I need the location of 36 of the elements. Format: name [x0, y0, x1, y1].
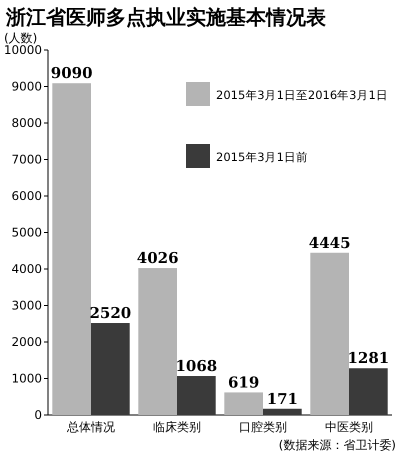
x-tick-label: 总体情况	[66, 420, 115, 434]
y-tick-label: 8000	[11, 116, 42, 130]
data-label: 1068	[175, 357, 218, 376]
bar	[263, 408, 302, 415]
x-tick-label: 口腔类别	[239, 420, 287, 434]
y-tick-label: 9000	[11, 80, 42, 94]
bar	[52, 83, 91, 415]
y-tick-label: 1000	[11, 372, 42, 386]
y-tick-label: 0	[34, 408, 42, 422]
y-tick-label: 7000	[11, 152, 42, 166]
y-tick-label: 10000	[4, 43, 42, 57]
y-axis-title: (人数)	[4, 31, 38, 45]
text: (数据来源：省卫计委)	[278, 438, 396, 452]
data-label: 4026	[136, 249, 179, 268]
data-label: 9090	[50, 64, 93, 82]
x-tick-label: 中医类别	[325, 420, 373, 434]
bar	[349, 368, 388, 415]
chart-title: 浙江省医师多点执业实施基本情况表	[5, 5, 326, 29]
data-label: 2520	[89, 304, 132, 322]
data-label: 619	[228, 373, 260, 392]
bar	[224, 392, 263, 415]
data-label: 171	[266, 390, 298, 408]
data-label: 1281	[347, 349, 390, 368]
bar	[177, 376, 216, 415]
x-tick-label: 临床类别	[153, 420, 201, 434]
y-tick-label: 3000	[11, 298, 42, 312]
y-tick-label: 5000	[11, 226, 42, 240]
legend-label: 2015年3月1日至2016年3月1日	[216, 88, 388, 102]
bar	[138, 268, 177, 415]
y-tick-label: 6000	[11, 189, 42, 203]
legend-label: 2015年3月1日前	[216, 150, 308, 164]
bar	[91, 323, 130, 415]
y-tick-label: 2000	[11, 335, 42, 349]
bar	[310, 252, 349, 415]
data-label: 4445	[308, 234, 351, 252]
y-tick-label: 4000	[11, 262, 42, 276]
